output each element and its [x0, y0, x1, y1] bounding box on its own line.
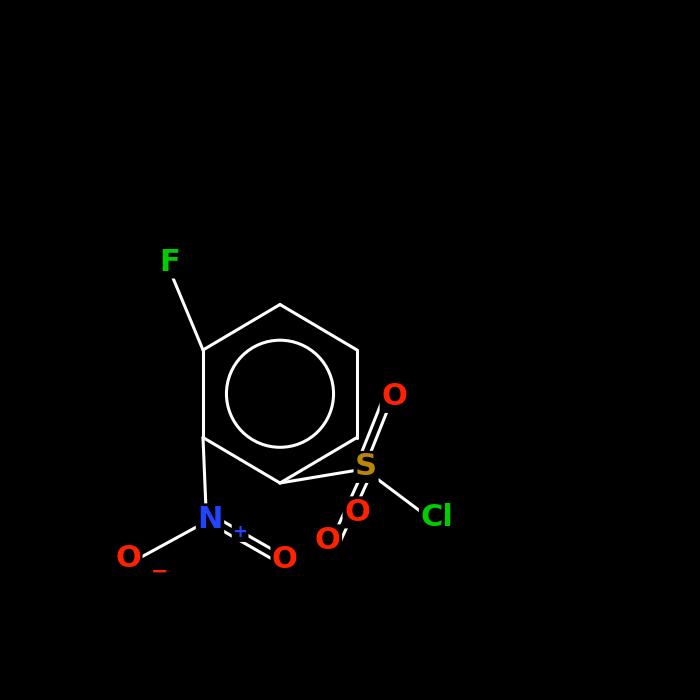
- Text: O: O: [382, 382, 407, 412]
- Text: +: +: [232, 523, 248, 541]
- Text: Cl: Cl: [421, 503, 453, 533]
- Text: O: O: [344, 498, 370, 527]
- Text: N: N: [197, 505, 223, 534]
- Text: S: S: [355, 452, 377, 482]
- Text: O: O: [315, 526, 340, 555]
- Text: −: −: [151, 562, 168, 582]
- Text: F: F: [160, 248, 181, 277]
- Text: O: O: [116, 544, 141, 573]
- Text: O: O: [272, 545, 298, 575]
